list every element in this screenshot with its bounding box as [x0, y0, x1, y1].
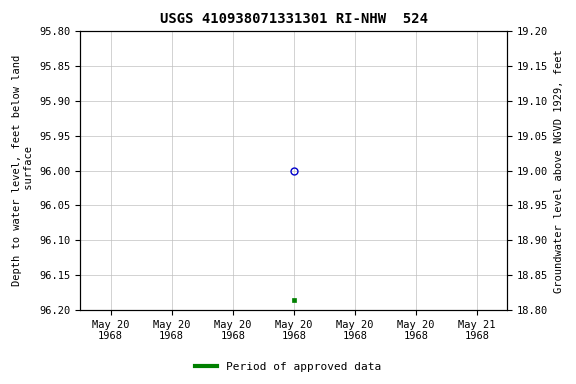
- Y-axis label: Depth to water level, feet below land
 surface: Depth to water level, feet below land su…: [12, 55, 33, 286]
- Title: USGS 410938071331301 RI-NHW  524: USGS 410938071331301 RI-NHW 524: [160, 12, 428, 26]
- Legend: Period of approved data: Period of approved data: [191, 358, 385, 377]
- Y-axis label: Groundwater level above NGVD 1929, feet: Groundwater level above NGVD 1929, feet: [554, 49, 564, 293]
